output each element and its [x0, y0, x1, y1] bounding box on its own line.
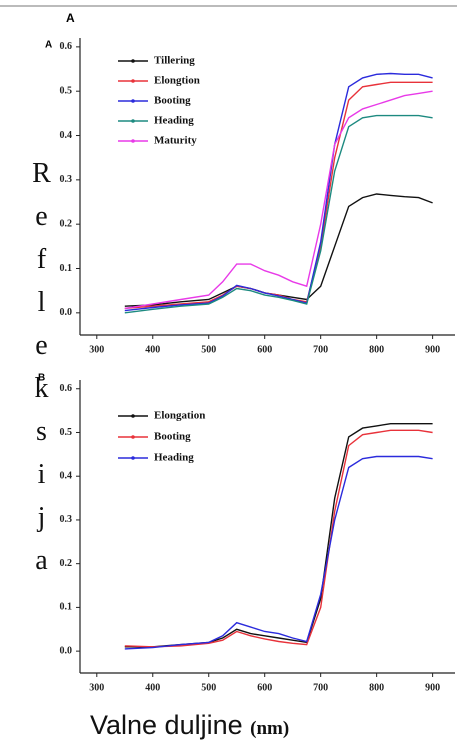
y-tick-label: 0.2 [60, 218, 73, 229]
legend-label: Elongation [154, 410, 205, 422]
legend-marker [131, 99, 135, 103]
y-axis-label: Refleksija [26, 158, 57, 588]
y-tick-label: 0.1 [60, 263, 73, 274]
legend-marker [131, 414, 135, 418]
data-line [124, 429, 433, 648]
x-tick-label: 600 [257, 344, 272, 355]
x-tick-label: 700 [313, 682, 328, 693]
y-tick-label: 0.0 [60, 645, 73, 656]
legend-marker [131, 119, 135, 123]
data-line [124, 114, 433, 314]
x-tick-label: 800 [369, 344, 384, 355]
y-tick-label: 0.6 [60, 383, 73, 394]
x-tick-label: 400 [145, 344, 160, 355]
data-line [124, 90, 433, 310]
x-axis-title: Valne duljine [90, 710, 243, 740]
panel-label: A [45, 40, 52, 51]
y-tick-label: 0.0 [60, 307, 73, 318]
x-axis-unit: (nm) [250, 718, 290, 739]
legend-marker [131, 79, 135, 83]
legend-label: Tillering [154, 55, 195, 67]
x-tick-label: 600 [257, 682, 272, 693]
y-tick-label: 0.5 [60, 85, 73, 96]
legend-marker [131, 456, 135, 460]
y-tick-label: 0.4 [60, 130, 73, 141]
y-tick-label: 0.2 [60, 558, 73, 569]
x-tick-label: 900 [425, 344, 440, 355]
y-tick-label: 0.1 [60, 602, 73, 613]
x-tick-label: 500 [201, 344, 216, 355]
x-axis-label: Valne duljine (nm) [90, 710, 289, 741]
legend-label: Elongtion [154, 75, 200, 87]
legend-label: Booting [154, 431, 191, 443]
y-tick-label: 0.3 [60, 174, 73, 185]
x-tick-label: 700 [313, 344, 328, 355]
data-line [124, 72, 433, 312]
legend-marker [131, 139, 135, 143]
figure-label: A [66, 11, 75, 25]
panel-label: B [38, 373, 45, 384]
y-tick-label: 0.6 [60, 41, 73, 52]
y-tick-label: 0.3 [60, 514, 73, 525]
x-tick-label: 400 [145, 682, 160, 693]
legend-label: Maturity [154, 135, 197, 147]
x-tick-label: 800 [369, 682, 384, 693]
legend-marker [131, 59, 135, 63]
y-tick-label: 0.5 [60, 427, 73, 438]
x-tick-label: 300 [89, 682, 104, 693]
legend-marker [131, 435, 135, 439]
y-tick-label: 0.4 [60, 471, 73, 482]
x-tick-label: 500 [201, 682, 216, 693]
legend-label: Booting [154, 95, 191, 107]
x-tick-label: 900 [425, 682, 440, 693]
data-line [124, 193, 433, 307]
legend-label: Heading [154, 452, 194, 464]
x-tick-label: 300 [89, 344, 104, 355]
data-line [124, 455, 433, 650]
legend-label: Heading [154, 115, 194, 127]
